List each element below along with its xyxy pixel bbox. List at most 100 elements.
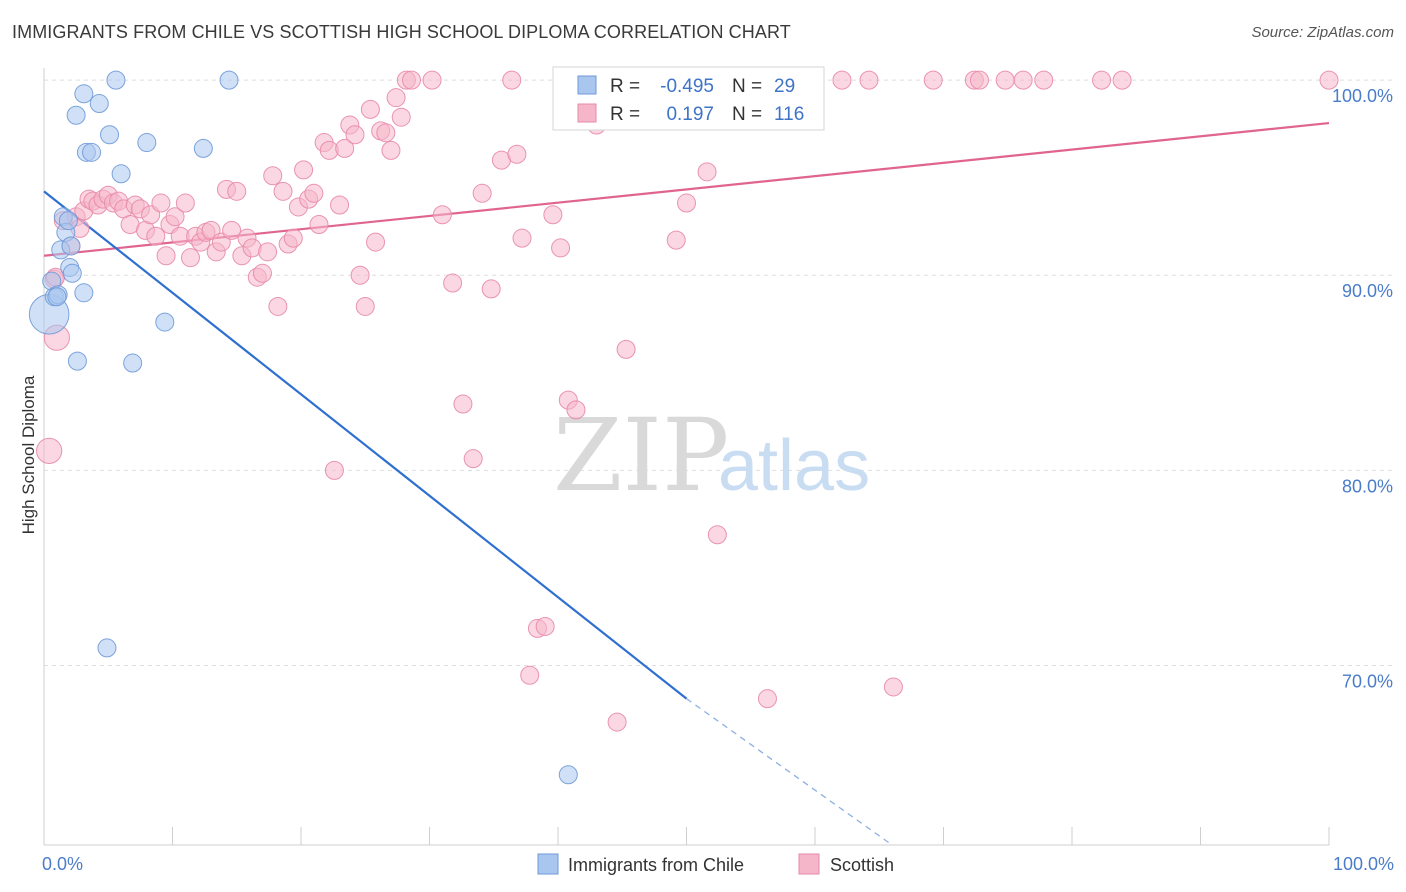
stats-n-label-chile: N = <box>732 76 762 97</box>
point-scottish-87 <box>551 238 571 258</box>
stats-r-label-scottish: R = <box>610 104 640 125</box>
point-scottish-23 <box>156 246 176 266</box>
point-scottish-57 <box>330 195 350 215</box>
point-scottish-67 <box>381 140 401 160</box>
point-chile-23 <box>137 133 157 153</box>
point-scottish-22 <box>151 193 171 213</box>
point-chile-24 <box>155 312 175 332</box>
point-scottish-96 <box>666 230 686 250</box>
point-scottish-66 <box>376 123 396 143</box>
point-scottish-36 <box>222 220 242 240</box>
point-scottish-58 <box>335 138 355 158</box>
point-scottish-28 <box>180 248 200 268</box>
point-scottish-111 <box>1034 70 1054 90</box>
point-scottish-63 <box>360 99 380 119</box>
point-scottish-27 <box>175 193 195 213</box>
point-scottish-106 <box>923 70 943 90</box>
point-scottish-0 <box>36 437 63 464</box>
stats-box: R = -0.495 N = 29 R = 0.197 N = 116 <box>552 66 825 131</box>
point-scottish-42 <box>252 263 272 283</box>
point-scottish-53 <box>309 215 329 235</box>
point-scottish-101 <box>757 689 777 709</box>
legend-swatch-chile <box>537 853 559 875</box>
point-chile-28 <box>47 287 67 307</box>
point-chile-20 <box>106 70 126 90</box>
point-scottish-86 <box>543 205 563 225</box>
point-scottish-46 <box>273 181 293 201</box>
point-scottish-73 <box>432 205 452 225</box>
point-scottish-78 <box>481 279 501 299</box>
point-chile-9 <box>61 236 81 256</box>
point-scottish-109 <box>995 70 1015 90</box>
trend-line-chile-extrapolated <box>686 698 893 846</box>
stats-swatch-chile <box>577 75 597 95</box>
trend-lines <box>43 121 1330 846</box>
point-scottish-92 <box>607 712 627 732</box>
point-chile-21 <box>111 164 131 184</box>
point-scottish-112 <box>1092 70 1112 90</box>
stats-swatch-scottish <box>577 103 597 123</box>
y-tick-label-70: 70.0% <box>1342 671 1393 691</box>
point-scottish-62 <box>355 296 375 316</box>
source-credit: Source: ZipAtlas.com <box>1251 24 1394 41</box>
point-scottish-61 <box>350 265 370 285</box>
point-chile-7 <box>58 211 78 231</box>
point-scottish-76 <box>463 449 483 469</box>
point-scottish-97 <box>677 193 696 213</box>
point-scottish-80 <box>502 70 522 90</box>
point-scottish-37 <box>227 181 247 201</box>
stats-n-value-chile: 29 <box>774 76 795 97</box>
point-chile-10 <box>62 263 82 283</box>
trend-line-chile <box>43 190 688 700</box>
grid-lines <box>44 79 1392 666</box>
point-chile-16 <box>82 142 102 162</box>
stats-n-label-scottish: N = <box>732 104 762 125</box>
legend-label-chile: Immigrants from Chile <box>568 855 744 875</box>
legend-label-scottish: Scottish <box>830 855 894 875</box>
legend-swatch-scottish <box>798 853 820 875</box>
y-tick-label-100: 100.0% <box>1332 86 1393 106</box>
point-scottish-74 <box>443 273 463 293</box>
data-points <box>28 70 1339 785</box>
point-scottish-85 <box>535 616 555 636</box>
point-chile-18 <box>97 638 117 658</box>
y-tick-label-90: 90.0% <box>1342 281 1393 301</box>
y-tick-label-80: 80.0% <box>1342 476 1393 496</box>
point-scottish-75 <box>453 394 473 414</box>
point-scottish-83 <box>520 665 540 685</box>
watermark-atlas: atlas <box>718 426 870 506</box>
y-axis-label: High School Diploma <box>19 375 38 534</box>
chart-title: IMMIGRANTS FROM CHILE VS SCOTTISH HIGH S… <box>12 22 791 42</box>
point-scottish-71 <box>402 70 422 90</box>
stats-box-frame <box>552 66 825 131</box>
point-scottish-82 <box>512 228 532 248</box>
point-chile-27 <box>558 765 578 785</box>
point-scottish-48 <box>283 228 303 248</box>
point-chile-17 <box>89 94 109 114</box>
point-chile-12 <box>67 351 87 371</box>
point-scottish-110 <box>1013 70 1033 90</box>
point-scottish-45 <box>268 296 288 316</box>
point-scottish-77 <box>472 183 492 203</box>
point-scottish-81 <box>507 144 527 164</box>
point-scottish-69 <box>391 107 411 127</box>
point-chile-13 <box>74 84 94 104</box>
point-scottish-52 <box>304 183 324 203</box>
point-scottish-105 <box>883 677 903 697</box>
point-scottish-64 <box>366 232 386 252</box>
point-scottish-114 <box>1319 70 1339 90</box>
point-scottish-72 <box>422 70 442 90</box>
point-scottish-50 <box>294 160 314 180</box>
point-scottish-25 <box>165 207 185 227</box>
point-scottish-60 <box>345 125 365 145</box>
x-tick-label-min: 0.0% <box>42 854 83 874</box>
watermark: ZIP atlas <box>553 397 870 514</box>
trend-line-scottish <box>43 121 1330 257</box>
point-chile-22 <box>123 353 143 373</box>
point-scottish-89 <box>566 400 586 420</box>
point-chile-19 <box>100 125 120 145</box>
y-tick-labels: 70.0% 80.0% 90.0% 100.0% <box>1332 86 1393 691</box>
point-chile-14 <box>74 283 94 303</box>
point-scottish-44 <box>263 166 283 186</box>
